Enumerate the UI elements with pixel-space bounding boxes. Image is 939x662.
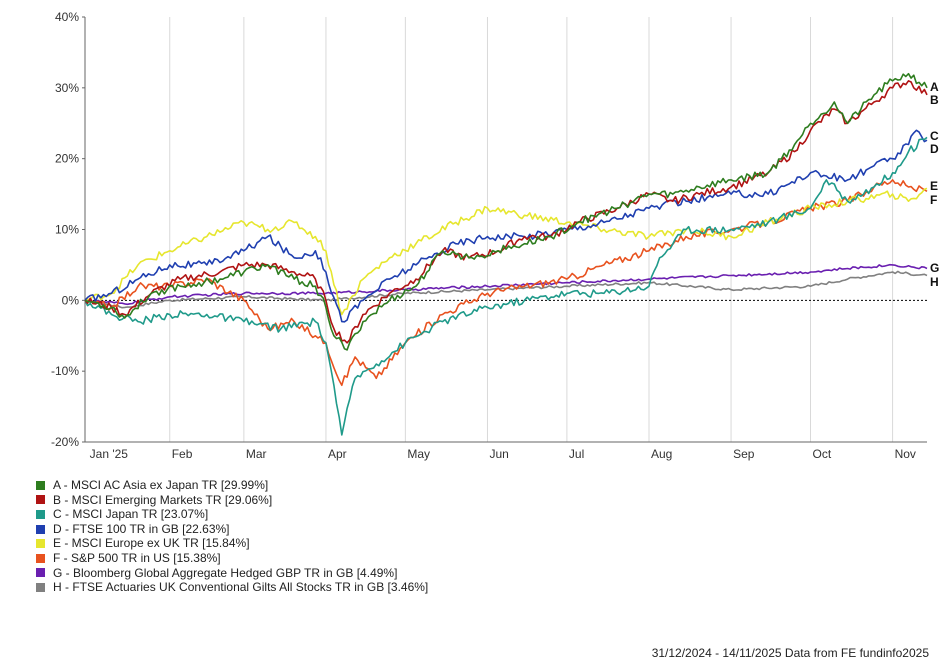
chart-legend: A - MSCI AC Asia ex Japan TR [29.99%] B -… bbox=[36, 478, 428, 595]
y-tick-label: 20% bbox=[55, 152, 79, 166]
y-tick-label: 10% bbox=[55, 223, 79, 237]
legend-label: H - FTSE Actuaries UK Conventional Gilts… bbox=[53, 580, 429, 595]
y-tick-label: -20% bbox=[51, 435, 79, 449]
x-tick-label: Sep bbox=[733, 447, 755, 461]
legend-swatch bbox=[36, 553, 45, 563]
end-label-f: F bbox=[930, 193, 937, 207]
legend-swatch bbox=[36, 582, 45, 592]
legend-item-a: A - MSCI AC Asia ex Japan TR [29.99%] bbox=[36, 478, 428, 493]
series-line-c bbox=[84, 136, 928, 436]
x-tick-label: Jan '25 bbox=[90, 447, 129, 461]
legend-swatch bbox=[36, 539, 45, 549]
legend-swatch bbox=[36, 495, 45, 505]
legend-swatch bbox=[36, 509, 45, 519]
legend-swatch bbox=[36, 480, 45, 490]
x-tick-label: Feb bbox=[172, 447, 193, 461]
end-label-c: C bbox=[930, 129, 939, 143]
y-tick-label: -10% bbox=[51, 364, 79, 378]
x-tick-label: Oct bbox=[812, 447, 831, 461]
legend-item-g: G - Bloomberg Global Aggregate Hedged GB… bbox=[36, 566, 428, 581]
legend-swatch bbox=[36, 524, 45, 534]
x-tick-label: Nov bbox=[895, 447, 916, 461]
legend-item-c: C - MSCI Japan TR [23.07%] bbox=[36, 507, 428, 522]
y-tick-label: 0% bbox=[62, 293, 80, 307]
end-label-b: B bbox=[930, 93, 939, 107]
x-tick-label: Apr bbox=[328, 447, 347, 461]
legend-label: C - MSCI Japan TR [23.07%] bbox=[53, 507, 209, 522]
end-label-a: A bbox=[930, 80, 939, 94]
x-tick-label: Mar bbox=[246, 447, 267, 461]
end-label-e: E bbox=[930, 179, 938, 193]
y-tick-label: 30% bbox=[55, 81, 79, 95]
chart-footer: 31/12/2024 - 14/11/2025 Data from FE fun… bbox=[651, 646, 929, 660]
legend-label: E - MSCI Europe ex UK TR [15.84%] bbox=[53, 536, 250, 551]
end-label-d: D bbox=[930, 142, 939, 156]
chart-series bbox=[84, 72, 928, 436]
chart-gridlines bbox=[85, 17, 927, 442]
series-line-a bbox=[84, 72, 928, 351]
legend-item-b: B - MSCI Emerging Markets TR [29.06%] bbox=[36, 493, 428, 508]
legend-item-h: H - FTSE Actuaries UK Conventional Gilts… bbox=[36, 580, 428, 595]
y-tick-label: 40% bbox=[55, 10, 79, 24]
x-tick-label: Jul bbox=[569, 447, 584, 461]
legend-label: A - MSCI AC Asia ex Japan TR [29.99%] bbox=[53, 478, 269, 492]
legend-item-d: D - FTSE 100 TR in GB [22.63%] bbox=[36, 522, 428, 537]
legend-item-e: E - MSCI Europe ex UK TR [15.84%] bbox=[36, 536, 428, 551]
series-line-g bbox=[84, 263, 928, 306]
legend-label: D - FTSE 100 TR in GB [22.63%] bbox=[53, 521, 230, 536]
series-line-d bbox=[84, 129, 928, 323]
chart-end-labels: AB CD EF GH bbox=[930, 80, 939, 289]
end-label-h: H bbox=[930, 275, 939, 289]
legend-label: B - MSCI Emerging Markets TR [29.06%] bbox=[53, 492, 273, 507]
x-tick-label: Aug bbox=[651, 447, 672, 461]
x-tick-label: May bbox=[407, 447, 430, 461]
legend-item-f: F - S&P 500 TR in US [15.38%] bbox=[36, 551, 428, 566]
series-line-b bbox=[84, 80, 928, 344]
end-label-g: G bbox=[930, 261, 939, 275]
chart-axes: Jan '25 Feb Mar Apr May Jun Jul Aug Sep Oct Nov 40%… bbox=[51, 10, 927, 461]
x-tick-label: Jun bbox=[489, 447, 508, 461]
legend-swatch bbox=[36, 568, 45, 578]
series-line-f bbox=[84, 179, 928, 387]
legend-label: F - S&P 500 TR in US [15.38%] bbox=[53, 550, 221, 565]
legend-label: G - Bloomberg Global Aggregate Hedged GB… bbox=[53, 565, 398, 580]
